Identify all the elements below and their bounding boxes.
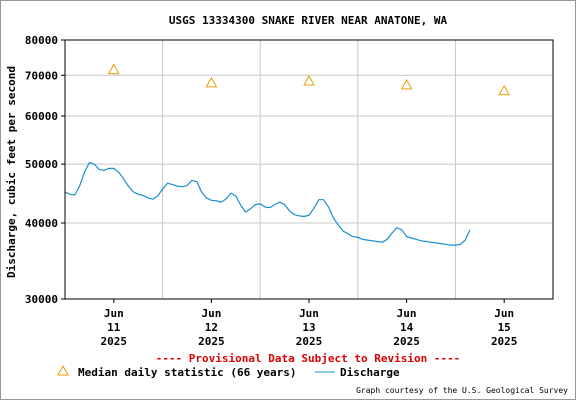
x-tick-label: 11 xyxy=(107,321,121,334)
x-tick-label: 14 xyxy=(400,321,414,334)
median-marker xyxy=(107,63,120,75)
median-marker xyxy=(498,84,511,96)
median-marker xyxy=(400,78,413,90)
y-tick-label: 80000 xyxy=(25,34,58,47)
median-marker xyxy=(303,74,315,86)
x-tick-label: Jun xyxy=(201,307,221,320)
discharge-series-line xyxy=(64,161,471,246)
x-tick-label: 2025 xyxy=(393,335,420,348)
x-tick-label: Jun xyxy=(299,307,319,320)
legend: Median daily statistic (66 years) Discha… xyxy=(57,364,400,379)
x-tick-label: 2025 xyxy=(198,335,225,348)
y-tick-label: 50000 xyxy=(25,158,58,171)
x-tick-label: 12 xyxy=(205,321,218,334)
y-tick-label: 60000 xyxy=(25,110,58,123)
chart-title: USGS 13334300 SNAKE RIVER NEAR ANATONE, … xyxy=(169,14,448,27)
marker-layer xyxy=(107,63,511,96)
provisional-notice: ---- Provisional Data Subject to Revisio… xyxy=(156,352,461,365)
series-layer xyxy=(64,161,471,246)
x-tick-label: Jun xyxy=(494,307,514,320)
legend-discharge-label: Discharge xyxy=(340,366,400,379)
x-tick-label: Jun xyxy=(397,307,417,320)
y-axis-label: Discharge, cubic feet per second xyxy=(5,66,18,278)
graph-credit: Graph courtesy of the U.S. Geological Su… xyxy=(356,386,568,395)
y-tick-label: 30000 xyxy=(25,293,58,306)
median-marker xyxy=(205,76,218,88)
x-tick-labels: Jun112025Jun122025Jun132025Jun142025Jun1… xyxy=(101,299,518,348)
x-tick-label: 13 xyxy=(302,321,315,334)
x-tick-label: 15 xyxy=(498,321,511,334)
y-tick-labels: 30000 40000 50000 60000 70000 80000 xyxy=(25,34,65,306)
x-tick-label: 2025 xyxy=(101,335,128,348)
x-tick-label: Jun xyxy=(104,307,124,320)
legend-median-marker xyxy=(57,364,69,376)
x-tick-label: 2025 xyxy=(491,335,518,348)
legend-median-label: Median daily statistic (66 years) xyxy=(78,366,297,379)
y-tick-label: 40000 xyxy=(25,217,58,230)
y-tick-label: 70000 xyxy=(25,69,58,82)
x-tick-label: 2025 xyxy=(296,335,323,348)
